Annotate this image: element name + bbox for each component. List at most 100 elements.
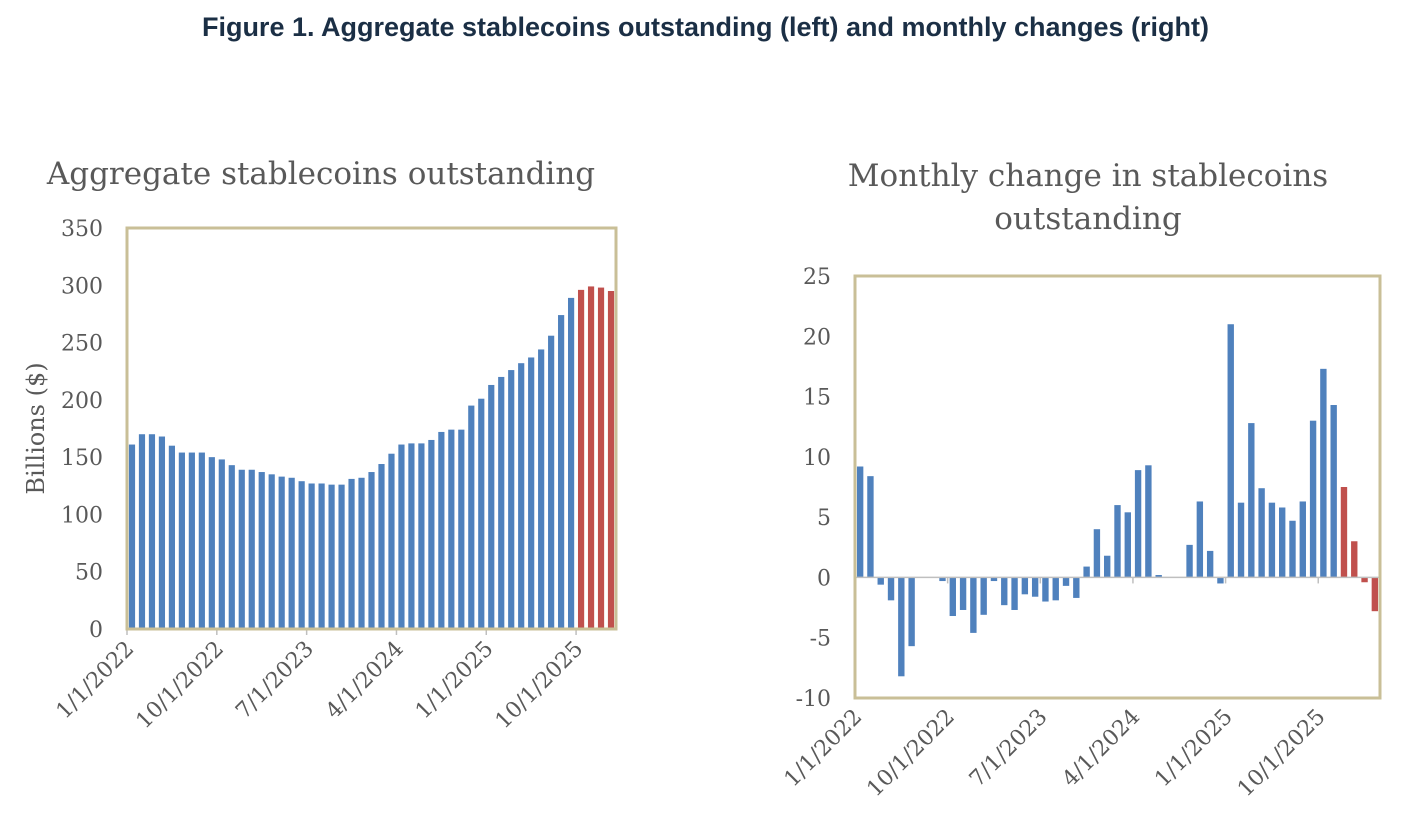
bar bbox=[1289, 520, 1296, 578]
x-tick-label: 1/1/2025 bbox=[1150, 705, 1238, 793]
bar bbox=[867, 476, 874, 578]
bar bbox=[508, 370, 515, 629]
bar bbox=[208, 457, 215, 629]
bar bbox=[488, 384, 495, 629]
x-tick-label: 1/1/2022 bbox=[780, 705, 868, 793]
y-tick-label: 10 bbox=[803, 446, 831, 471]
bar bbox=[898, 577, 905, 677]
bar bbox=[1104, 555, 1111, 578]
bar bbox=[248, 469, 255, 629]
bar bbox=[408, 443, 415, 629]
chart-stablecoins-outstanding: Aggregate stablecoins outstanding 0 50 100 1… bbox=[22, 156, 618, 734]
y-tick-label: 150 bbox=[61, 446, 103, 471]
bar bbox=[959, 577, 967, 610]
bar bbox=[1021, 577, 1029, 595]
bar bbox=[318, 483, 325, 629]
bar bbox=[877, 577, 884, 585]
bar bbox=[1206, 550, 1214, 578]
bar bbox=[1217, 577, 1224, 584]
bar bbox=[278, 476, 285, 629]
bar bbox=[1134, 470, 1142, 578]
bar bbox=[1155, 575, 1162, 578]
bar bbox=[1031, 577, 1039, 597]
bar bbox=[178, 452, 185, 629]
x-tick-label: 10/1/2022 bbox=[862, 705, 959, 802]
bar bbox=[1320, 368, 1327, 578]
bar bbox=[328, 484, 335, 629]
bar bbox=[548, 335, 555, 629]
chart-title: Monthly change in stablecoins bbox=[848, 158, 1328, 194]
y-tick-label: 0 bbox=[817, 566, 831, 591]
bar bbox=[428, 439, 435, 629]
bar bbox=[1196, 501, 1204, 578]
bar bbox=[1124, 512, 1131, 578]
y-tick-label: 20 bbox=[803, 325, 831, 350]
bar bbox=[128, 444, 136, 629]
bar bbox=[218, 459, 225, 629]
bar bbox=[1042, 577, 1049, 602]
bar bbox=[148, 434, 156, 629]
bar bbox=[1371, 577, 1379, 612]
bar bbox=[528, 357, 535, 629]
bar bbox=[1351, 541, 1358, 578]
y-tick-label: 300 bbox=[61, 274, 103, 299]
bar bbox=[1073, 577, 1080, 598]
bar bbox=[138, 434, 146, 629]
y-tick-label: 25 bbox=[803, 265, 831, 290]
bar bbox=[308, 483, 315, 629]
bar bbox=[577, 289, 585, 629]
x-tick-label: 4/1/2024 bbox=[1058, 705, 1146, 793]
bar bbox=[518, 363, 525, 629]
bar bbox=[1062, 577, 1070, 586]
bar bbox=[448, 429, 455, 629]
bar bbox=[348, 478, 355, 629]
bar bbox=[1279, 507, 1286, 578]
x-tick-label: 10/1/2025 bbox=[1233, 705, 1330, 802]
bar bbox=[887, 577, 895, 601]
bar bbox=[1258, 488, 1265, 578]
bar bbox=[908, 577, 915, 647]
bar bbox=[1052, 577, 1059, 601]
bar bbox=[1186, 544, 1193, 578]
bar bbox=[538, 349, 545, 629]
bar bbox=[607, 291, 615, 629]
bar bbox=[288, 477, 295, 629]
bar bbox=[949, 577, 956, 617]
y-tick-label: 50 bbox=[75, 561, 103, 586]
bar bbox=[458, 429, 465, 629]
bar bbox=[1309, 420, 1317, 578]
bar bbox=[568, 297, 575, 629]
y-tick-label: 0 bbox=[89, 618, 103, 643]
bar bbox=[258, 472, 265, 629]
bar bbox=[158, 436, 166, 629]
bar bbox=[478, 398, 485, 629]
y-tick-label: 350 bbox=[61, 217, 103, 242]
bar bbox=[388, 453, 395, 629]
bar bbox=[498, 376, 505, 629]
y-tick-label: 5 bbox=[817, 506, 831, 531]
bar bbox=[298, 481, 305, 629]
y-tick-label: 200 bbox=[61, 389, 103, 414]
bar bbox=[1227, 324, 1234, 578]
bar bbox=[1340, 487, 1348, 578]
y-tick-label: -5 bbox=[810, 627, 831, 652]
bar bbox=[378, 464, 385, 629]
bar bbox=[198, 452, 205, 629]
bar bbox=[1361, 577, 1368, 583]
bar bbox=[1248, 423, 1255, 578]
bar bbox=[398, 444, 405, 629]
y-tick-label: 250 bbox=[61, 332, 103, 357]
bar bbox=[1237, 502, 1245, 578]
figure-title: Figure 1. Aggregate stablecoins outstand… bbox=[201, 12, 1210, 42]
plot-frame bbox=[125, 226, 618, 631]
y-tick-label: 100 bbox=[61, 503, 103, 528]
bar bbox=[970, 577, 977, 633]
chart-title: Aggregate stablecoins outstanding bbox=[46, 156, 595, 192]
bar bbox=[1268, 502, 1276, 578]
bar bbox=[1083, 566, 1090, 578]
bar bbox=[188, 452, 195, 629]
bar bbox=[268, 474, 275, 629]
bar bbox=[418, 443, 425, 629]
bar bbox=[168, 445, 175, 629]
